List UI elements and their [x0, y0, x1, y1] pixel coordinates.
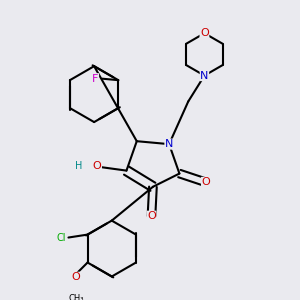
- Text: H: H: [75, 160, 82, 171]
- Text: O: O: [71, 272, 80, 282]
- Text: O: O: [147, 211, 156, 221]
- Text: N: N: [165, 139, 173, 149]
- Text: O: O: [202, 177, 210, 188]
- Text: O: O: [200, 28, 209, 38]
- Text: F: F: [92, 74, 99, 84]
- Text: Cl: Cl: [56, 232, 66, 242]
- Text: N: N: [200, 70, 208, 81]
- Text: O: O: [93, 160, 101, 171]
- Text: CH₃: CH₃: [68, 294, 83, 300]
